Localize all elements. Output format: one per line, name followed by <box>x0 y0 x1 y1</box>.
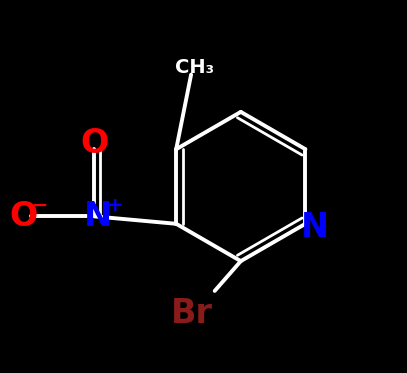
Text: N: N <box>301 211 329 244</box>
Text: CH₃: CH₃ <box>175 58 214 76</box>
Text: O: O <box>80 127 108 160</box>
Text: N: N <box>84 200 112 233</box>
Text: +: + <box>106 196 123 214</box>
Text: Br: Br <box>171 297 213 330</box>
Text: −: − <box>32 196 48 214</box>
Text: O: O <box>9 200 37 233</box>
